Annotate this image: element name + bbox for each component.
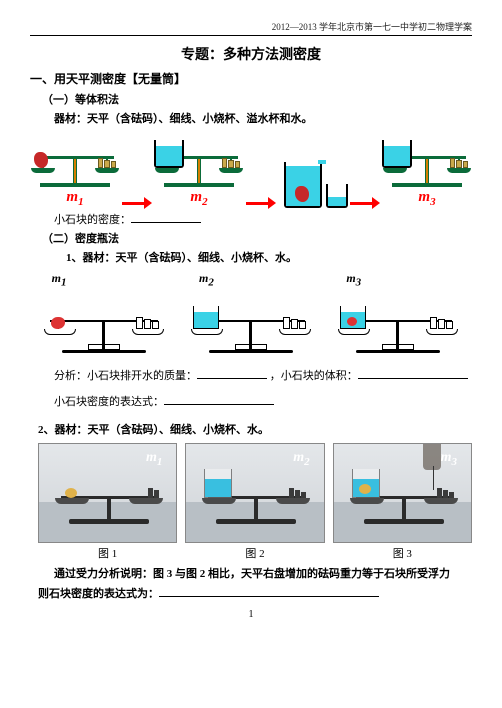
materials-1b1: 1、器材：天平（含砝码）、细线、小烧杯、水。 [66,249,472,265]
photo-row: m1 m2 m3 [38,443,472,543]
analysis-line: 分析：小石块排开水的质量： ，小石块的体积： [54,367,472,383]
balance2-m3 [338,288,458,353]
label2-m1: m1 [52,271,164,288]
header-text: 2012—2013 学年北京市第一七一中学初二物理学案 [30,20,472,36]
section-2: 2、器材：天平（含砝码）、细线、小烧杯、水。 [38,421,472,437]
photo-1: m1 [38,443,177,543]
photo-3: m3 [333,443,472,543]
section-1b: （二）密度瓶法 [42,230,472,246]
photo-2: m2 [185,443,324,543]
label-m1: m1 [30,189,120,208]
overflow-cup-scene [278,148,348,208]
section-1: 一、用天平测密度【无量筒】 [30,70,472,87]
caption-1: 图 1 [38,545,177,561]
label-m2: m2 [154,189,244,208]
section-1a: （一）等体积法 [42,91,472,107]
density-question: 小石块的密度： [54,211,472,227]
label-m3: m3 [382,189,472,208]
page-number: 1 [30,609,472,620]
conclusion-line: 通过受力分析说明：图 3 与图 2 相比，天平右盘增加的砝码重力等于石块所受浮力 [54,565,472,581]
balance-m1 [30,132,120,187]
page-title: 专题：多种方法测密度 [30,44,472,64]
balance2-m2 [191,288,311,353]
balance-m3 [382,132,472,187]
label2-m2: m2 [199,271,311,288]
caption-3: 图 3 [333,545,472,561]
arrow-icon [246,198,276,208]
materials-1a: 器材：天平（含砝码）、细线、小烧杯、溢水杯和水。 [54,110,472,126]
arrow-icon [350,198,380,208]
figure-row-1: m1 m2 [30,132,472,208]
balance2-m1 [44,288,164,353]
figure-row-2: m1 m2 m3 [30,271,472,353]
arrow-icon [122,198,152,208]
then-line: 则石块密度的表达式为： [38,585,472,601]
expression-line: 小石块密度的表达式： [54,393,472,409]
photo-captions: 图 1 图 2 图 3 [38,545,472,561]
balance-m2 [154,132,244,187]
label2-m3: m3 [346,271,458,288]
caption-2: 图 2 [185,545,324,561]
